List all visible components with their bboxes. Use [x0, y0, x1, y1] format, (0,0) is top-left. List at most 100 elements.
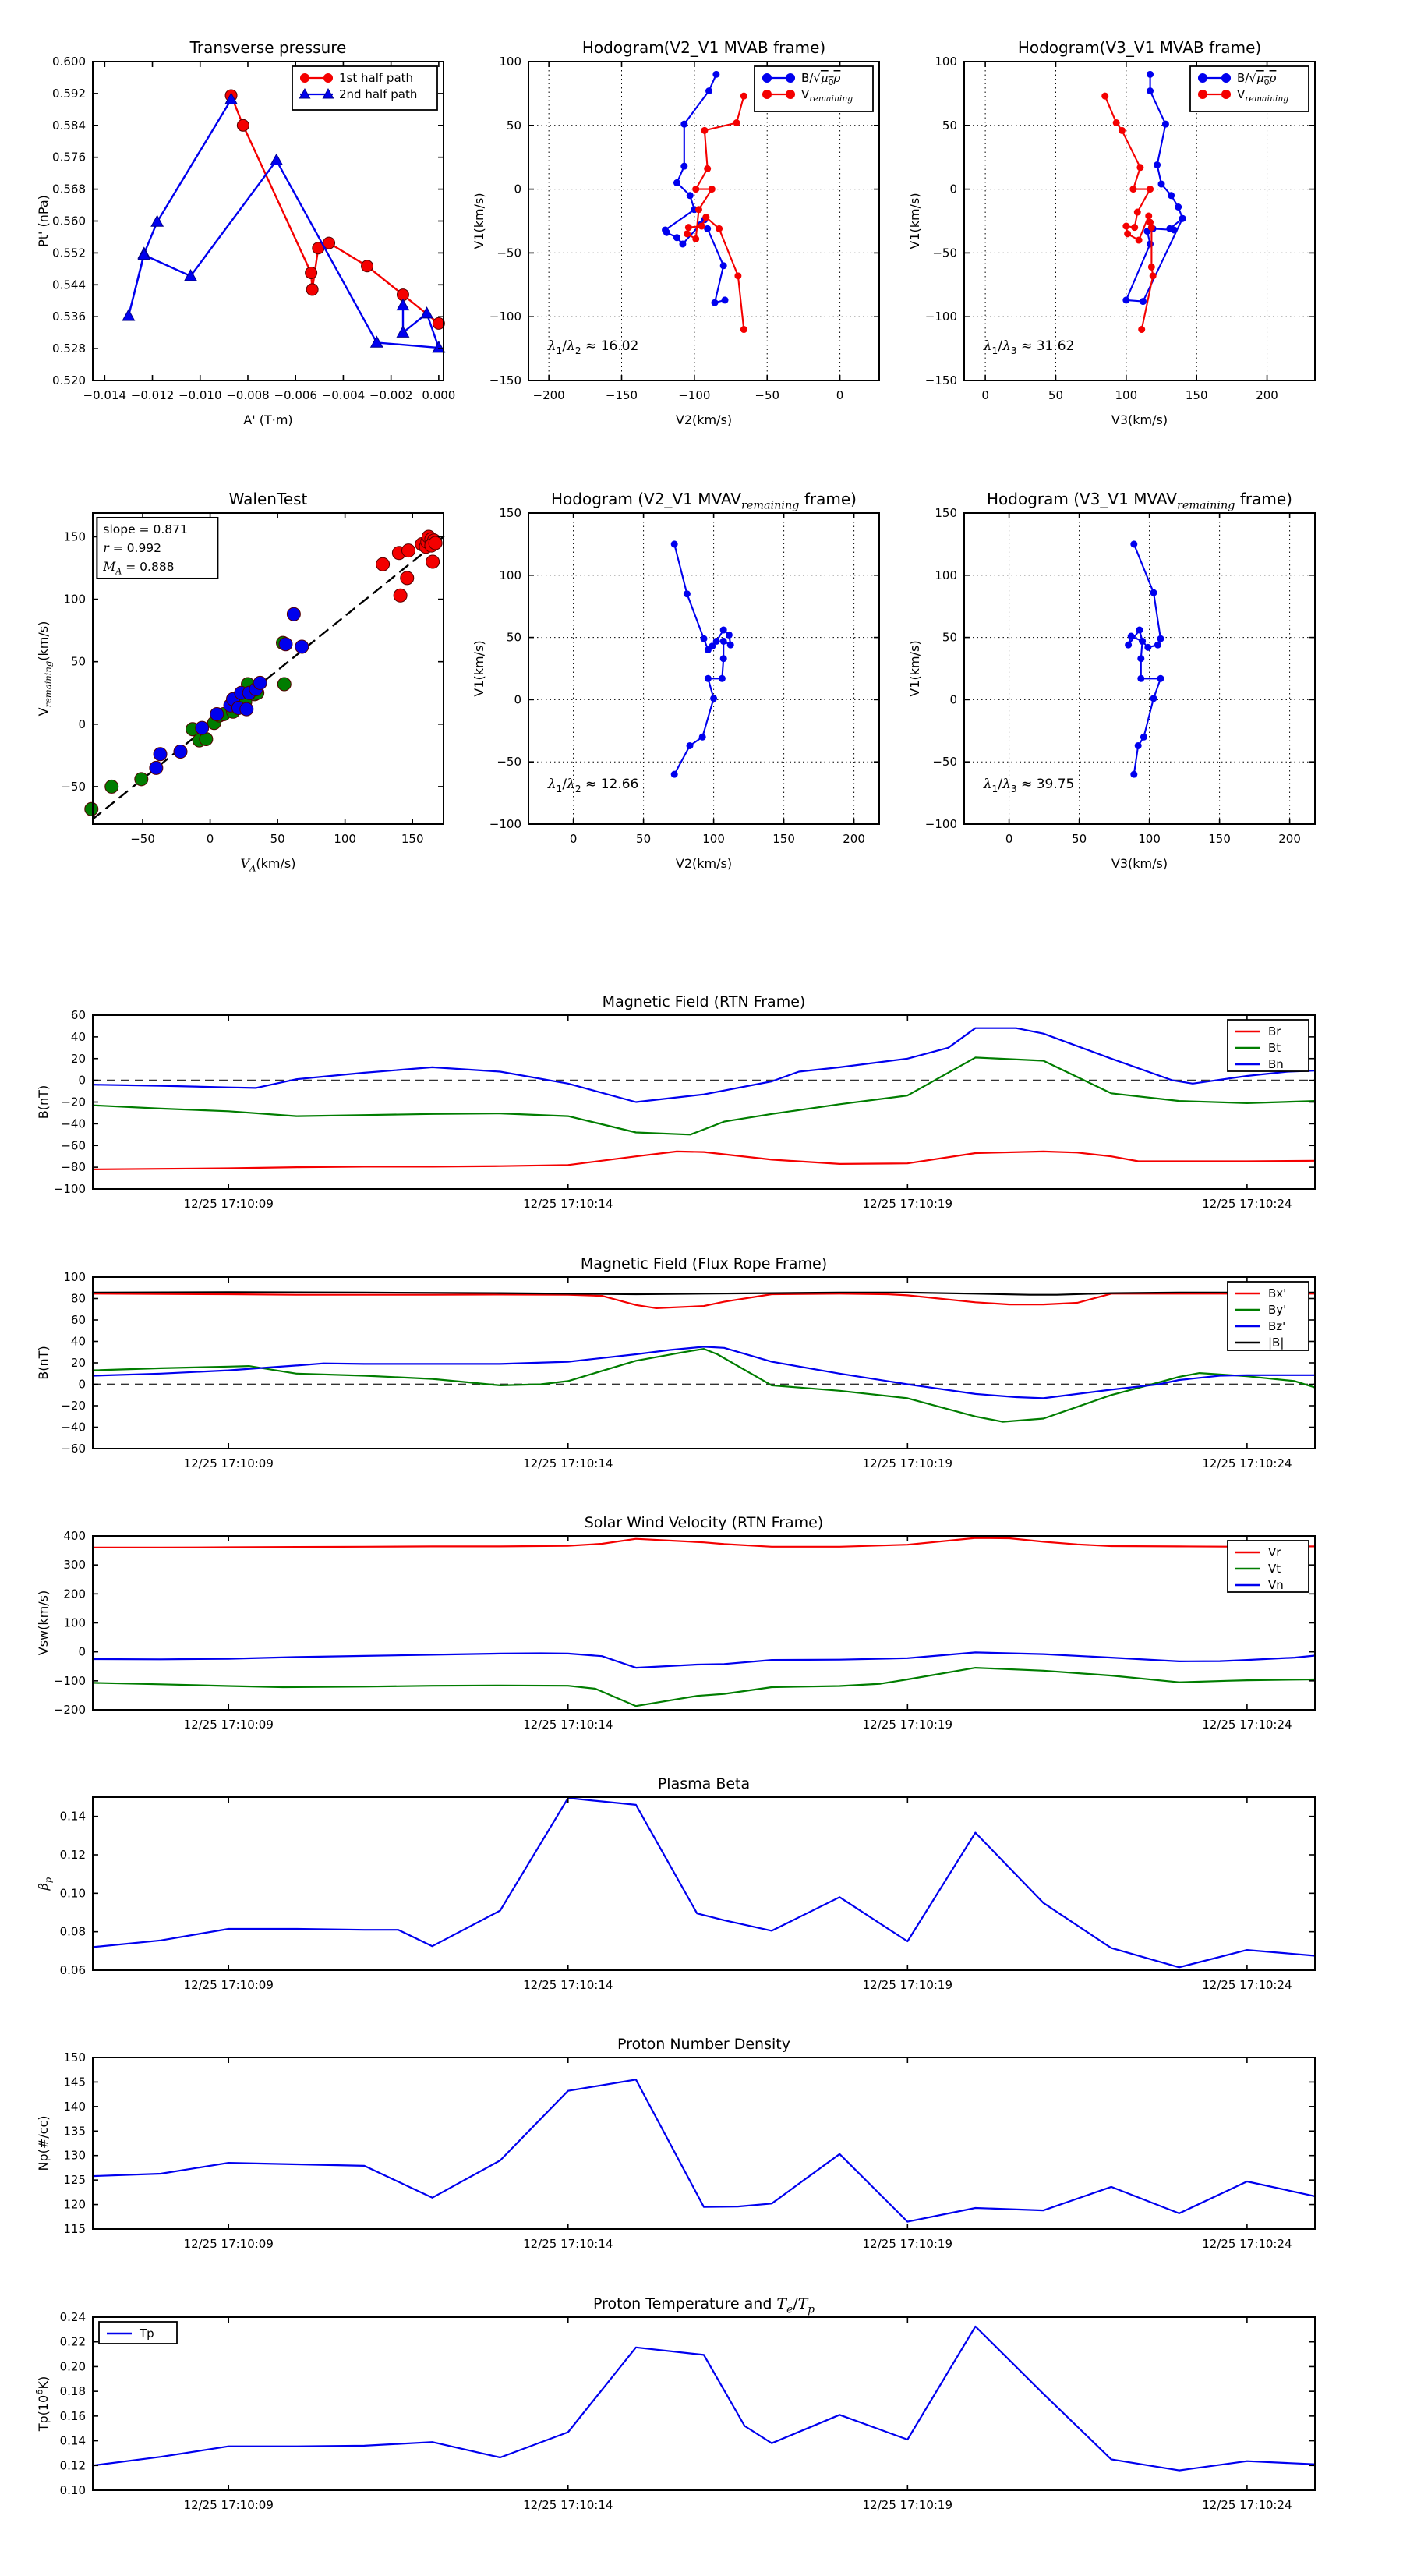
circle-marker: [1145, 212, 1153, 220]
circle-marker: [762, 73, 772, 83]
circle-marker: [426, 554, 440, 569]
y-tick-label: 0: [78, 1645, 86, 1659]
y-tick-label: −50: [932, 755, 957, 769]
x-tick-label: −0.010: [178, 388, 222, 402]
series-markers-scatter-red: [376, 529, 443, 603]
axes-frame: [92, 2057, 1316, 2230]
y-tick-label: −40: [61, 1421, 86, 1435]
y-tick-label: −50: [932, 246, 957, 260]
y-tick-label: −50: [497, 755, 521, 769]
stats-line: slope = 0.871: [103, 522, 187, 536]
y-tick-label: 100: [499, 568, 521, 582]
y-tick-label: 50: [942, 631, 957, 645]
y-tick-label: 100: [63, 593, 86, 607]
x-tick-label: 12/25 17:10:24: [1202, 1197, 1292, 1211]
y-tick-label: 0.584: [52, 119, 86, 133]
circle-marker: [1122, 296, 1130, 304]
y-tick-label: 0.568: [52, 182, 86, 196]
plot-np: 12/25 17:10:09 12/25 17:10:14 12/25 17:10:…: [36, 2036, 1316, 2251]
y-tick-label: −100: [489, 817, 521, 831]
legend-label: |B|: [1268, 1336, 1284, 1350]
x-tick-label: 12/25 17:10:19: [863, 1718, 952, 1732]
plot-walen_test: −50 0 50 100 150 −50 0 50 100 150 WalenTest VA(km/s…: [36, 490, 445, 873]
x-tick-label: −0.004: [322, 388, 366, 402]
circle-marker: [680, 162, 688, 170]
series-markers-V-remaining: [1101, 92, 1157, 334]
circle-marker: [236, 119, 249, 132]
x-tick-label: 50: [636, 832, 651, 846]
legend-label: Tp: [139, 2327, 154, 2341]
y-tick-label: 0: [949, 182, 957, 196]
circle-marker: [323, 236, 336, 249]
circle-marker: [1125, 641, 1133, 649]
x-tick-label: 0: [1005, 832, 1013, 846]
x-tick-label: 200: [843, 832, 865, 846]
y-tick-label: 300: [63, 1558, 86, 1572]
y-tick-label: 0: [514, 182, 521, 196]
circle-marker: [253, 675, 267, 690]
series-markers-V-remaining: [684, 92, 747, 334]
series-line-Np: [91, 2079, 1316, 2223]
x-axis-label: V2(km/s): [676, 412, 732, 427]
circle-marker: [683, 590, 691, 598]
x-axis-label: V3(km/s): [1111, 412, 1168, 427]
circle-marker: [1134, 741, 1142, 749]
series-markers-V-remaining-hodogram: [670, 540, 734, 778]
circle-marker: [719, 262, 727, 270]
x-tick-label: 100: [1115, 388, 1138, 402]
circle-marker: [239, 702, 254, 717]
circle-marker: [673, 234, 680, 242]
series-line-Br: [91, 1150, 1316, 1170]
legend-label: Vn: [1268, 1578, 1284, 1592]
legend-label: B/√μ0ρ: [1237, 71, 1277, 87]
plot-title: Hodogram(V3_V1 MVAB frame): [1018, 38, 1261, 57]
legend-label: B/√μ0ρ: [801, 71, 841, 87]
triangle-marker: [137, 247, 151, 260]
y-tick-label: 0: [78, 1074, 86, 1088]
circle-marker: [708, 186, 716, 193]
circle-marker: [1147, 224, 1155, 232]
circle-marker: [670, 770, 678, 778]
axes-frame: [92, 512, 444, 825]
series-markers-1st-half-path: [224, 89, 445, 330]
circle-marker: [1157, 674, 1164, 682]
x-tick-label: 50: [1048, 388, 1063, 402]
circle-marker: [323, 73, 333, 83]
plot-tp: 12/25 17:10:09 12/25 17:10:14 12/25 17:10:…: [34, 2295, 1316, 2512]
y-tick-label: 125: [63, 2173, 86, 2187]
series-line-B-magnitude: [91, 1291, 1316, 1296]
series-line-Vr: [91, 1537, 1316, 1548]
x-tick-label: 12/25 17:10:14: [523, 2498, 613, 2512]
y-axis-label: V1(km/s): [472, 640, 486, 696]
x-tick-label: 12/25 17:10:09: [184, 2498, 274, 2512]
circle-marker: [1221, 73, 1231, 83]
x-tick-label: −0.014: [83, 388, 127, 402]
series-markers-2nd-half-path: [122, 92, 446, 353]
y-tick-label: 0.12: [60, 1848, 86, 1862]
circle-marker: [300, 73, 309, 83]
circle-marker: [1139, 637, 1147, 645]
plot-beta: 12/25 17:10:09 12/25 17:10:14 12/25 17:10:…: [36, 1775, 1316, 1992]
plot-vsw: 12/25 17:10:09 12/25 17:10:14 12/25 17:10:…: [36, 1514, 1316, 1732]
circle-marker: [692, 235, 700, 242]
y-tick-label: −20: [61, 1095, 86, 1109]
y-tick-label: −40: [61, 1116, 86, 1131]
circle-marker: [712, 70, 720, 78]
circle-marker: [670, 540, 678, 548]
x-tick-label: 12/25 17:10:19: [863, 1456, 952, 1470]
x-axis-label: V3(km/s): [1111, 856, 1168, 871]
circle-marker: [195, 720, 210, 735]
series-line-Bx-prime: [91, 1293, 1316, 1309]
y-tick-label: −50: [61, 780, 86, 794]
legend: Bx' By' Bz' |B|: [1227, 1281, 1309, 1351]
y-tick-label: 0.560: [52, 214, 86, 228]
axes-frame: [528, 61, 880, 381]
y-tick-label: 150: [499, 506, 521, 520]
x-tick-label: 0: [836, 388, 844, 402]
circle-marker: [1118, 126, 1126, 134]
circle-marker: [1147, 263, 1155, 271]
x-tick-label: −0.008: [226, 388, 270, 402]
lambda-annotation: λ1/λ3 ≈ 39.75: [983, 777, 1075, 794]
circle-marker: [725, 631, 733, 639]
